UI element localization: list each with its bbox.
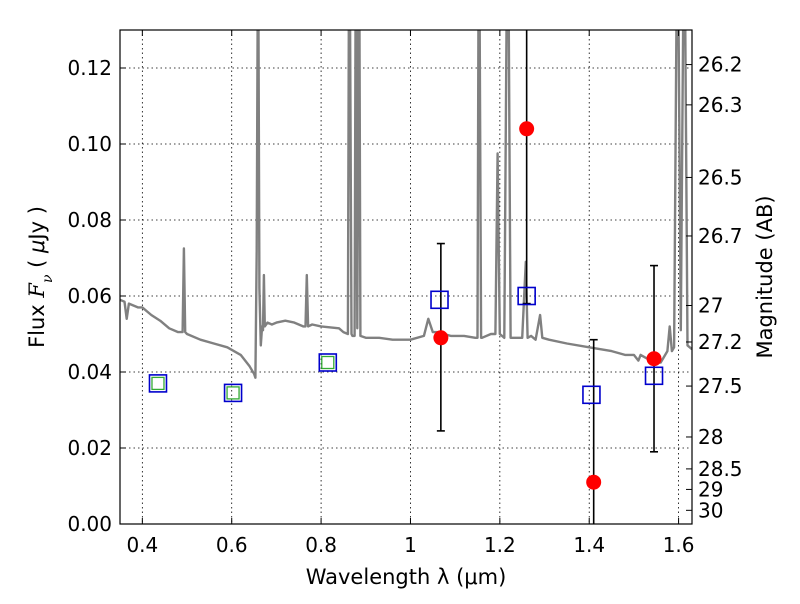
y-tick-label: 0.10 — [67, 132, 112, 156]
observed-photometry-point — [646, 351, 662, 367]
x-tick-label: 1.4 — [573, 533, 605, 557]
right-tick-label: 26.2 — [698, 53, 743, 77]
x-tick-label: 0.6 — [216, 533, 248, 557]
right-tick-label: 26.5 — [698, 165, 743, 189]
model-photometry-square — [582, 385, 601, 405]
observed-photometry-point — [519, 121, 535, 137]
right-tick-label: 26.7 — [698, 224, 743, 248]
plot-background — [120, 30, 692, 524]
model-photometry-square — [148, 374, 168, 393]
x-tick-label: 0.8 — [305, 533, 337, 557]
right-tick-label: 27 — [698, 294, 723, 318]
model-photometry-square — [223, 383, 243, 403]
sed-model-line — [120, 30, 692, 379]
right-tick-label: 28 — [698, 425, 723, 449]
markers — [148, 121, 664, 490]
observed-photometry-point — [586, 474, 602, 490]
plot-frame — [119, 29, 693, 525]
x-axis-label: Wavelength λ (μm) — [306, 565, 507, 589]
x-tick-label: 1.6 — [663, 533, 695, 557]
model-photometry-square — [430, 290, 449, 310]
right-tick-label: 26.3 — [698, 93, 743, 117]
y-tick-label: 0.06 — [67, 284, 112, 308]
y-tick-label: 0.12 — [67, 56, 112, 80]
y-axis-label: Flux Fν ( μJy ) — [25, 206, 56, 348]
y-tick-label: 0.00 — [67, 512, 112, 536]
right-tick-label: 27.2 — [698, 330, 743, 354]
model-photometry-square — [318, 353, 338, 372]
data-series — [120, 30, 692, 379]
x-tick-label: 1.2 — [484, 533, 516, 557]
observed-photometry-square — [226, 386, 240, 400]
right-tick-label: 29 — [698, 477, 723, 501]
x-tick-labels: 0.4 0.6 0.8 1 1.2 1.4 1.6 — [126, 533, 694, 557]
observed-photometry-point — [433, 330, 449, 346]
observed-photometry-square — [321, 355, 335, 370]
right-axis-label: Magnitude (AB) — [753, 195, 777, 358]
x-tick-label: 1 — [404, 533, 417, 557]
right-tick-label: 30 — [698, 498, 723, 522]
model-photometry-square — [644, 366, 664, 386]
right-tick-label: 28.5 — [698, 457, 743, 481]
axis-ticks — [120, 30, 692, 525]
y-tick-labels: 0.00 0.02 0.04 0.06 0.08 0.10 0.12 — [67, 56, 112, 536]
x-tick-label: 0.4 — [126, 533, 158, 557]
y-tick-label: 0.02 — [67, 436, 112, 460]
right-tick-label: 27.5 — [698, 374, 743, 398]
model-photometry-square — [517, 286, 536, 306]
observed-photometry-square — [151, 376, 165, 391]
y-tick-label: 0.08 — [67, 208, 112, 232]
y-tick-label: 0.04 — [67, 360, 112, 384]
